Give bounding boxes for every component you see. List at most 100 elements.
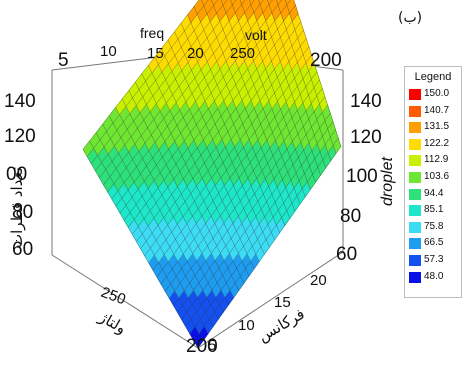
mesh-line <box>115 0 273 207</box>
legend-item: 75.8 <box>409 220 461 233</box>
mesh-line <box>82 0 200 150</box>
right-tick-120: 120 <box>350 127 382 148</box>
mesh-line <box>132 13 299 235</box>
left-tick-60: 60 <box>12 239 33 260</box>
bottom-freq-tick-15: 15 <box>274 294 291 311</box>
legend-item: 131.5 <box>409 121 461 134</box>
top-freq-tick-10: 10 <box>100 43 117 60</box>
mesh-line <box>293 0 342 147</box>
legend-label: 122.2 <box>424 137 450 149</box>
legend-item: 122.2 <box>409 137 461 150</box>
legend-swatch <box>409 138 421 150</box>
legend-swatch <box>409 172 421 183</box>
right-tick-60: 60 <box>336 244 357 265</box>
panel-label: (ب) <box>398 10 423 26</box>
legend-label: 94.4 <box>424 187 444 199</box>
legend-swatch <box>409 221 421 233</box>
top-volt-tick-250: 250 <box>230 45 255 62</box>
surface-mesh <box>82 0 342 349</box>
mesh-line <box>211 0 296 212</box>
legend-label: 140.7 <box>424 104 450 116</box>
mesh-line <box>111 0 264 200</box>
mesh-line <box>187 14 280 233</box>
mesh-line <box>284 0 337 154</box>
legend-label: 85.1 <box>424 204 444 216</box>
legend-label: 150.0 <box>424 88 450 99</box>
bottom-freq-tick-10: 10 <box>238 317 255 334</box>
mesh-line <box>91 0 218 164</box>
mesh-line <box>136 21 301 242</box>
legend-swatch <box>409 105 421 117</box>
legend-item: 150.0 <box>409 88 461 100</box>
legend-swatch <box>409 89 421 100</box>
legend-swatch <box>409 271 421 283</box>
surface-patch <box>220 0 228 6</box>
left-tick-80: 80 <box>12 202 33 223</box>
legend-label: 57.3 <box>424 254 444 265</box>
top-volt-axis-label: volt <box>245 27 267 43</box>
legend-label: 131.5 <box>424 121 450 133</box>
mesh-line <box>119 0 282 214</box>
mesh-line <box>249 0 316 183</box>
right-tick-80: 80 <box>340 206 361 227</box>
top-freq-tick-15: 15 <box>147 45 164 62</box>
mesh-line <box>103 0 246 186</box>
mesh-line <box>239 0 311 190</box>
legend-item: 94.4 <box>409 187 461 200</box>
right-tick-140: 140 <box>350 91 382 112</box>
mesh-line <box>220 0 301 205</box>
mesh-line <box>267 0 326 169</box>
top-freq-axis-label: freq <box>140 25 164 41</box>
mesh-line <box>276 0 332 161</box>
legend-swatch <box>409 155 421 167</box>
right-axis-label: droplet <box>379 157 396 206</box>
legend-item: 48.0 <box>409 270 461 283</box>
mesh-line <box>107 0 255 193</box>
bottom-volt-tick-200: 200 <box>186 336 218 357</box>
left-tick-100: 00 <box>6 164 27 185</box>
bottom-volt-label-fa: ولتاژ <box>95 307 129 337</box>
top-freq-tick-20: 20 <box>187 45 204 62</box>
mesh-line <box>201 0 291 219</box>
legend-swatch <box>409 255 421 266</box>
bottom-volt-tick-250: 250 <box>99 284 128 309</box>
legend-label: 75.8 <box>424 220 444 232</box>
legend-swatch <box>409 122 421 134</box>
legend-item: 112.9 <box>409 154 461 167</box>
legend-label: 48.0 <box>424 270 444 282</box>
legend-swatch <box>409 205 421 217</box>
legend-item: 85.1 <box>409 204 461 217</box>
mesh-line <box>95 0 228 171</box>
legend-item: 103.6 <box>409 171 461 183</box>
mesh-line <box>123 0 291 221</box>
legend-label: 66.5 <box>424 237 444 249</box>
box-edge <box>197 251 344 349</box>
legend-item: 57.3 <box>409 254 461 266</box>
top-freq-tick-5: 5 <box>58 50 69 71</box>
mesh-line <box>86 0 209 157</box>
legend-item: 66.5 <box>409 237 461 250</box>
legend-label: 103.6 <box>424 171 450 182</box>
legend-title: Legend <box>414 71 452 83</box>
mesh-line <box>193 6 286 226</box>
mesh-line <box>258 0 321 176</box>
legend-swatch <box>409 188 421 200</box>
mesh-line <box>180 23 275 241</box>
legend-item: 140.7 <box>409 104 461 117</box>
mesh-line <box>230 0 306 197</box>
bottom-freq-tick-20: 20 <box>310 272 327 289</box>
left-tick-140: 140 <box>4 91 36 112</box>
right-tick-100: 100 <box>346 166 378 187</box>
mesh-line <box>128 5 296 228</box>
left-tick-120: 120 <box>4 126 36 147</box>
left-axis-label-fa: تعداد قطرات <box>8 167 26 248</box>
box-edge <box>51 254 199 349</box>
top-volt-tick-200: 200 <box>310 50 342 71</box>
legend-swatch <box>409 238 421 250</box>
legend-label: 112.9 <box>424 154 449 166</box>
bottom-freq-tick-5: 5 <box>208 337 216 354</box>
mesh-line <box>140 30 304 249</box>
legend: Legend 150.0 140.7 131.5 122.2 112.9 103.6 94.… <box>404 66 462 298</box>
